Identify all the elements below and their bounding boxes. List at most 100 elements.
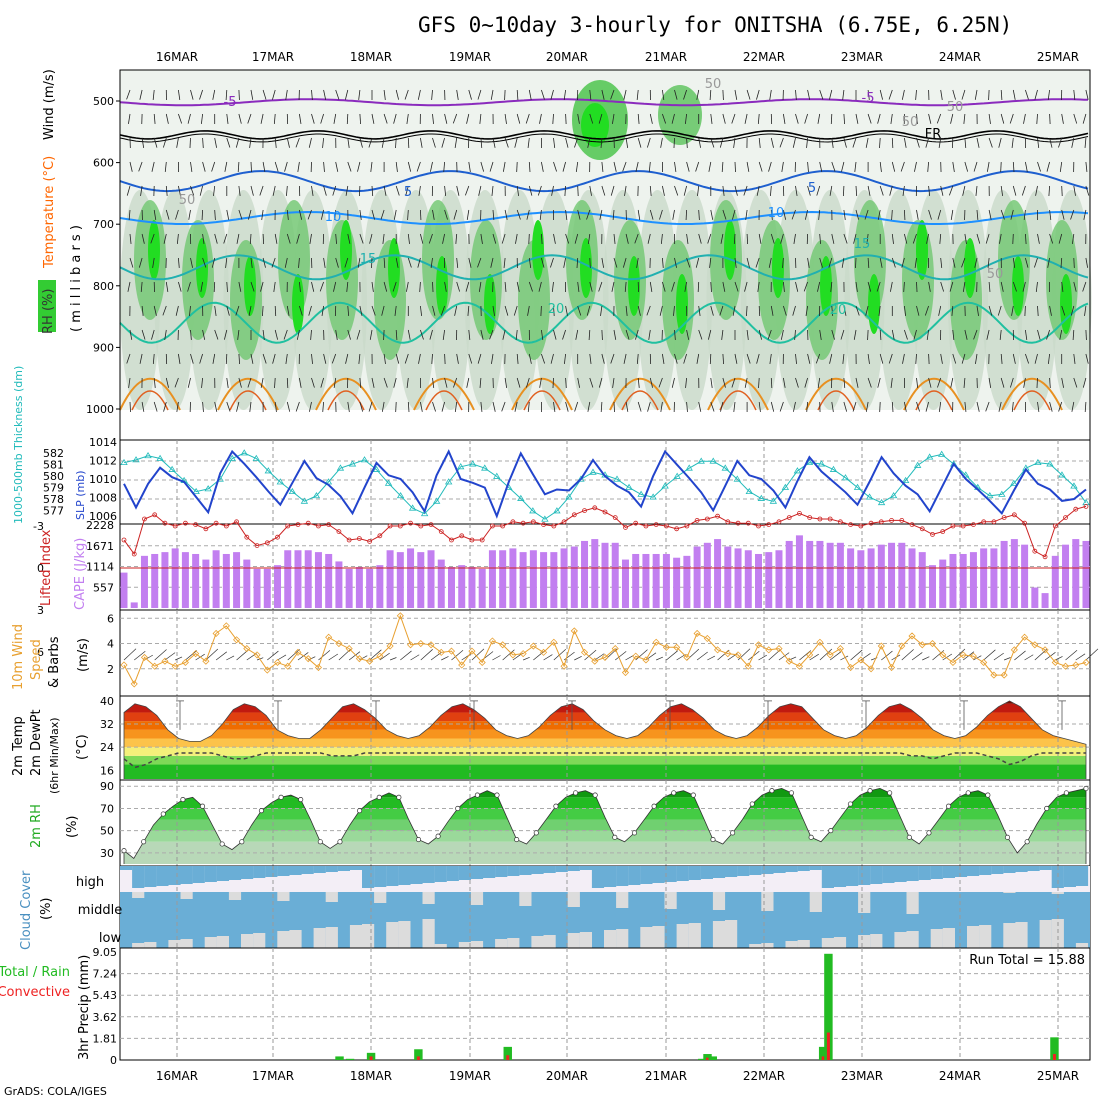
wind-barb xyxy=(502,329,506,340)
rh-point xyxy=(1083,785,1089,791)
wind-barb xyxy=(601,329,603,341)
wind-barb xyxy=(988,305,993,316)
wind-barb xyxy=(574,233,579,244)
wind-barb xyxy=(528,353,532,364)
wind-barb xyxy=(466,377,470,388)
thickness-point xyxy=(986,492,994,499)
lifted-index-point xyxy=(715,513,720,519)
wind-barb xyxy=(758,329,763,340)
wind10-point xyxy=(386,642,394,650)
cape-bar xyxy=(1072,539,1080,608)
wind-barb xyxy=(165,377,169,388)
wind-barb xyxy=(405,281,409,292)
wind-barb xyxy=(563,257,566,268)
wind-barb xyxy=(841,257,845,268)
wind10-barb xyxy=(615,651,627,661)
wind-barb xyxy=(952,161,955,172)
lifted-index-point xyxy=(745,520,751,526)
wind-barb xyxy=(492,209,495,220)
wind-barb xyxy=(371,377,375,388)
cloud-high-bar xyxy=(821,866,834,888)
wind-barb xyxy=(368,137,373,148)
wind-barb xyxy=(1049,113,1051,125)
wind10-point xyxy=(181,658,189,667)
wind-barb xyxy=(719,305,724,316)
wind-barb xyxy=(623,89,627,100)
wind-barb xyxy=(1058,401,1063,412)
cape-bar xyxy=(386,550,394,608)
wind-barb xyxy=(888,353,893,364)
wind-barb xyxy=(178,353,181,364)
wind10-barb xyxy=(819,648,833,661)
wind-barb xyxy=(649,209,654,220)
contour-25 xyxy=(707,377,769,411)
lifted-index-point xyxy=(152,512,158,518)
wind-barb xyxy=(1073,257,1075,269)
wind-barb xyxy=(492,233,497,244)
wind-barb xyxy=(1000,209,1005,220)
cloud-low-gap xyxy=(422,919,435,948)
wind-barb xyxy=(187,113,191,124)
cape-bar xyxy=(990,548,998,608)
wind-barb xyxy=(516,281,520,292)
wind10-point xyxy=(632,652,640,660)
thickness-point xyxy=(517,494,525,501)
wind-barb xyxy=(962,185,966,196)
date-label-top: 16MAR xyxy=(156,50,198,64)
wind-barb xyxy=(335,257,339,268)
axis-tick-label: 900 xyxy=(93,341,114,354)
cape-bar xyxy=(192,553,200,608)
wind-barb xyxy=(286,401,291,412)
wind10-point xyxy=(263,666,271,674)
wind-barb xyxy=(879,89,884,100)
wind-barb xyxy=(369,233,373,244)
wind-barb xyxy=(334,209,337,220)
wind-barb xyxy=(1037,233,1040,244)
wind-barb xyxy=(950,377,954,388)
wind-barb xyxy=(188,209,191,220)
wind10-point xyxy=(1082,658,1090,667)
thickness-point xyxy=(1046,460,1054,467)
wind-barb xyxy=(248,209,252,220)
thickness-point xyxy=(625,483,633,490)
wind-barb xyxy=(1058,137,1063,148)
thickness-point xyxy=(962,471,970,478)
thickness-point xyxy=(240,449,248,456)
wind-barb xyxy=(236,233,240,244)
wind-barb xyxy=(383,353,386,364)
wind-barb xyxy=(795,113,799,124)
precip-total-bar xyxy=(824,953,833,1060)
wind-barb xyxy=(466,113,470,124)
lifted-index-point xyxy=(1083,503,1089,509)
rh-point xyxy=(219,841,225,847)
wind-barb xyxy=(1011,137,1014,148)
wind-barb xyxy=(589,113,594,124)
wind10-point xyxy=(447,647,456,655)
thickness-point xyxy=(192,487,200,495)
wind10-point xyxy=(458,661,466,669)
rh-band xyxy=(124,830,1086,842)
thickness-point xyxy=(733,475,741,482)
thickness-point xyxy=(589,468,597,475)
lifted-index-point xyxy=(633,520,639,526)
wind-barb xyxy=(1060,257,1063,269)
wind-barb xyxy=(260,113,264,124)
run-total: Run Total = 15.88 xyxy=(969,953,1085,968)
lifted-index-point xyxy=(991,519,997,525)
wind-barb xyxy=(719,137,724,148)
lifted-index-point xyxy=(889,518,894,523)
cloud-high-bar xyxy=(241,866,254,879)
wind10-barb xyxy=(389,657,397,661)
wind-barb xyxy=(864,209,869,220)
wind-barb xyxy=(928,209,932,220)
wind-barb xyxy=(1037,137,1040,148)
wind-barb xyxy=(927,161,929,172)
wind-barb xyxy=(418,353,421,364)
cape-bar xyxy=(632,553,640,608)
cape-bar xyxy=(202,559,210,608)
cloud-high-bar xyxy=(519,866,532,875)
wind-barb xyxy=(588,329,591,341)
wind-barb xyxy=(344,89,349,100)
wind10-barb xyxy=(778,652,790,661)
wind-barb xyxy=(734,185,738,196)
